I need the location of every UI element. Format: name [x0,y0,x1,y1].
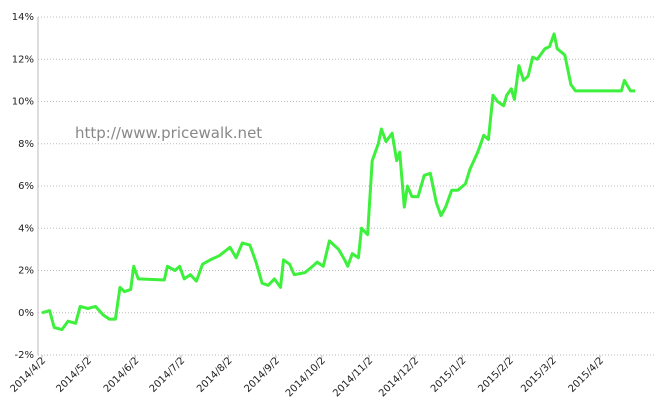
x-tick-label: 2014/11/2 [331,355,375,399]
x-tick-label: 2014/7/2 [148,355,188,395]
y-tick-label: 4% [18,223,34,234]
y-tick-label: 10% [12,97,34,108]
y-tick-label: -2% [15,350,34,361]
y-tick-label: 2% [18,266,34,277]
x-tick-label: 2015/3/2 [519,355,559,395]
x-tick-label: 2015/1/2 [429,355,469,395]
y-tick-label: 8% [18,139,34,150]
x-tick-label: 2014/5/2 [54,355,94,395]
y-tick-label: 12% [12,54,34,65]
y-tick-label: 14% [12,12,34,23]
x-tick-label: 2014/9/2 [242,355,282,395]
x-tick-label: 2014/6/2 [102,355,142,395]
y-tick-label: 0% [18,308,34,319]
y-tick-label: 6% [18,181,34,192]
x-tick-label: 2014/10/2 [284,355,328,399]
watermark: http://www.pricewalk.net [75,124,262,142]
x-tick-label: 2014/12/2 [377,355,421,399]
series-line [41,32,636,332]
x-tick-label: 2015/4/2 [567,355,607,395]
x-tick-label: 2014/4/2 [9,355,49,395]
x-tick-label: 2014/8/2 [195,355,235,395]
x-tick-label: 2015/2/2 [476,355,516,395]
